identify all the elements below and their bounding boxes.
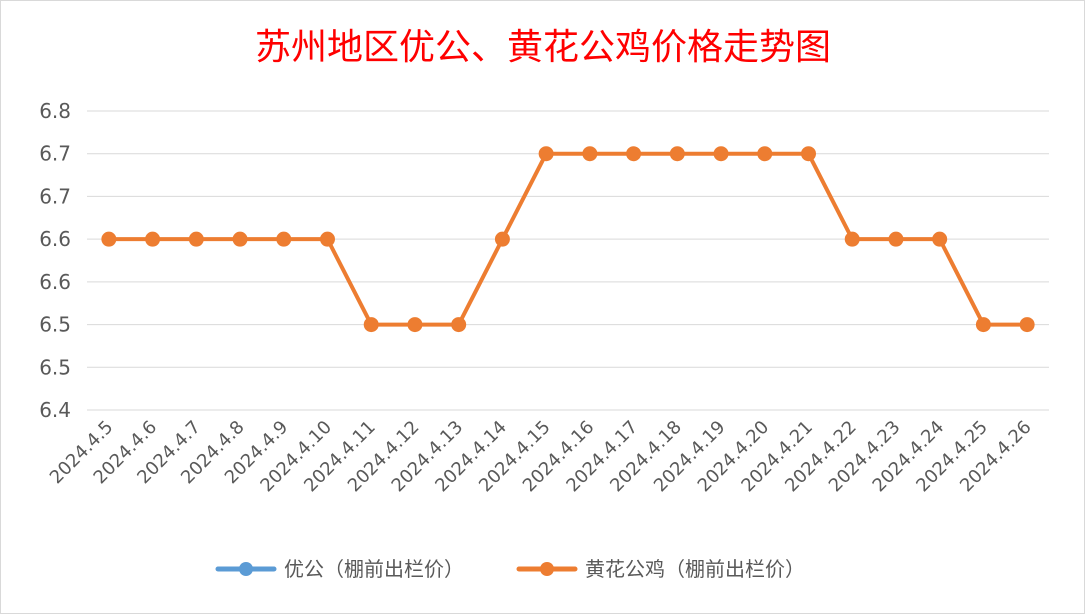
- data-point: [713, 146, 729, 162]
- y-tick-label: 6.7: [39, 142, 71, 166]
- y-tick-label: 6.6: [39, 270, 71, 294]
- data-point: [932, 231, 948, 247]
- y-axis-ticks: 6.8 6.7 6.7 6.6 6.6 6.5 6.5 6.4: [39, 99, 71, 422]
- data-point: [582, 146, 598, 162]
- data-point: [1019, 317, 1035, 333]
- data-point: [888, 231, 904, 247]
- series-line: [106, 151, 1030, 327]
- data-point: [538, 146, 554, 162]
- data-point: [451, 317, 467, 333]
- data-point: [844, 231, 860, 247]
- data-point: [276, 231, 292, 247]
- data-point: [145, 231, 161, 247]
- y-tick-label: 6.7: [39, 184, 71, 208]
- data-point: [320, 231, 335, 247]
- data-point: [494, 231, 510, 247]
- gridlines: [87, 110, 1049, 411]
- x-axis-ticks: 2024.4.52024.4.62024.4.72024.4.82024.4.9…: [46, 417, 1036, 497]
- legend-label: 黄花公鸡（棚前出栏价）: [585, 557, 805, 581]
- data-point: [626, 146, 642, 162]
- y-tick-label: 6.5: [39, 355, 71, 379]
- data-point: [757, 146, 773, 162]
- data-point: [669, 146, 685, 162]
- y-tick-label: 6.8: [39, 99, 71, 123]
- data-point: [801, 146, 816, 162]
- data-point: [232, 231, 248, 247]
- data-point: [101, 231, 117, 247]
- data-point: [975, 317, 991, 333]
- legend: 优公（棚前出栏价） 黄花公鸡（棚前出栏价）: [215, 557, 805, 581]
- chart-title: 苏州地区优公、黄花公鸡价格走势图: [255, 27, 831, 68]
- legend-label: 优公（棚前出栏价）: [284, 557, 464, 581]
- legend-marker: [540, 562, 554, 576]
- y-tick-label: 6.5: [39, 313, 71, 337]
- legend-marker: [239, 562, 253, 576]
- data-point: [363, 317, 379, 333]
- y-tick-label: 6.6: [39, 227, 71, 251]
- data-point: [407, 317, 423, 333]
- y-tick-label: 6.4: [39, 398, 71, 422]
- series-lines: [101, 146, 1035, 333]
- data-point: [188, 231, 204, 247]
